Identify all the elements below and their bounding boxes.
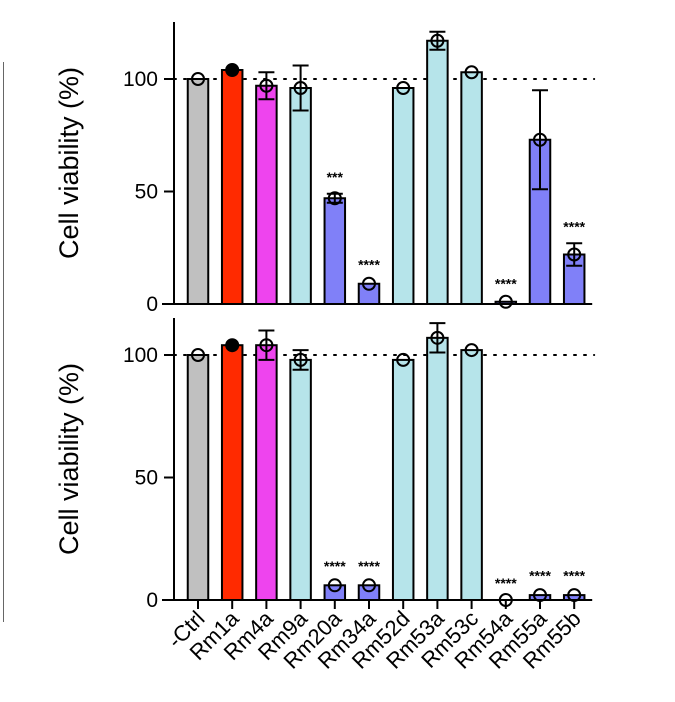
bar--Ctrl — [186, 78, 210, 305]
y-tick-label: 50 — [135, 181, 158, 204]
y-tick-label: 50 — [135, 467, 158, 490]
bar-Rm9a — [289, 87, 312, 305]
significance-label: **** — [529, 568, 551, 584]
bar-Rm34a — [357, 282, 381, 305]
bar-Rm52d — [391, 87, 415, 305]
y-axis-title: Cell viability (%) — [54, 67, 84, 259]
significance-label: *** — [327, 169, 344, 185]
significance-label: **** — [495, 575, 517, 591]
data-point — [464, 343, 479, 358]
data-point — [362, 276, 376, 291]
bar-Rm53a — [426, 39, 449, 305]
bar-Rm53c — [460, 349, 483, 601]
data-point — [533, 132, 547, 147]
bar-Rm34a — [357, 584, 381, 601]
data-point — [498, 294, 513, 309]
y-axis-title: Cell viability (%) — [54, 363, 84, 555]
bar-Rm20a — [323, 584, 347, 601]
data-point — [225, 338, 240, 353]
bar-Rm1a — [220, 69, 244, 305]
chart-panel-2: **** **** **** **** **** 0 50 100 Cell viability… — [54, 318, 596, 674]
bar-Rm52d — [391, 358, 415, 601]
data-point — [362, 578, 376, 593]
y-tick-label: 100 — [123, 68, 158, 91]
bar-Rm53a — [426, 336, 449, 601]
bar-Rm53c — [460, 71, 483, 305]
data-point — [396, 81, 411, 95]
bar-Rm20a — [323, 197, 347, 305]
significance-label: **** — [563, 568, 585, 584]
significance-label: **** — [358, 558, 380, 574]
bar-Rm1a — [220, 344, 244, 602]
data-point — [327, 191, 342, 206]
significance-label: **** — [324, 558, 346, 574]
data-point — [396, 352, 411, 367]
data-point — [293, 81, 308, 95]
bar-Rm4a — [255, 344, 278, 602]
data-point — [327, 578, 342, 593]
data-point — [567, 247, 582, 262]
bar--Ctrl — [186, 354, 210, 601]
data-point — [259, 338, 274, 353]
data-point — [191, 348, 205, 362]
data-point — [464, 65, 479, 80]
y-tick-label: 0 — [146, 589, 158, 612]
significance-label: **** — [358, 257, 380, 273]
significance-label: **** — [495, 276, 517, 292]
data-point — [225, 63, 240, 77]
bar-Rm4a — [255, 84, 278, 305]
data-point — [430, 330, 445, 345]
data-point — [293, 352, 308, 367]
page-border-line — [3, 62, 4, 622]
y-tick-label: 0 — [146, 293, 158, 316]
bar-Rm9a — [289, 358, 312, 601]
y-tick-label: 100 — [123, 344, 158, 367]
data-point — [259, 78, 274, 93]
data-point — [191, 72, 205, 86]
data-point — [430, 33, 445, 48]
significance-label: **** — [563, 218, 585, 234]
